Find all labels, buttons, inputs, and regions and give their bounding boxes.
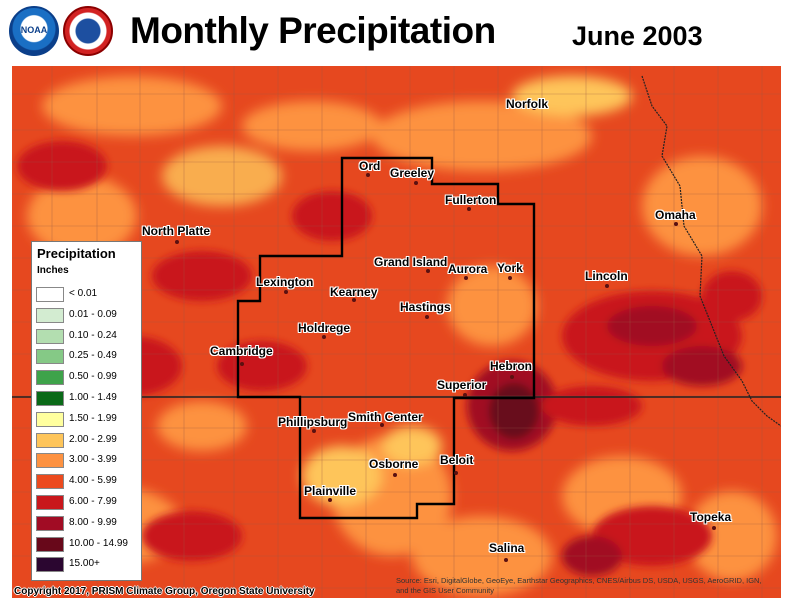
city-label-phillipsburg: Phillipsburg <box>278 415 348 429</box>
city-label-york: York <box>497 261 523 275</box>
city-label-superior: Superior <box>437 378 487 392</box>
legend-label: 0.01 - 0.09 <box>69 308 117 320</box>
city-dot-greeley <box>414 181 418 185</box>
city-dot-aurora <box>464 276 468 280</box>
city-dot-lexington <box>284 290 288 294</box>
legend-label: 0.50 - 0.99 <box>69 371 117 383</box>
legend-label: 8.00 - 9.99 <box>69 516 117 528</box>
legend-swatch <box>36 370 64 386</box>
city-label-hebron: Hebron <box>490 359 532 373</box>
city-label-salina: Salina <box>489 541 525 555</box>
city-dot-york <box>508 276 512 280</box>
legend-label: 1.00 - 1.49 <box>69 392 117 403</box>
nws-logo <box>63 6 113 56</box>
map-date: June 2003 <box>572 21 703 51</box>
legend-swatch <box>36 432 64 448</box>
legend-swatch <box>36 349 64 365</box>
legend-units: Inches <box>37 265 69 276</box>
noaa-logo: NOAA <box>9 6 59 56</box>
city-label-greeley: Greeley <box>390 166 435 180</box>
city-dot-ord <box>366 173 370 177</box>
city-dot-plainville <box>328 498 332 502</box>
city-dot-hebron <box>510 375 514 379</box>
city-label-fullerton: Fullerton <box>445 193 497 207</box>
legend-label: 10.00 - 14.99 <box>69 537 128 549</box>
legend-label: 1.50 - 1.99 <box>69 412 117 424</box>
legend-label: 15.00+ <box>69 558 100 570</box>
map-header: NOAA Monthly Precipitation June 2003 <box>0 0 792 66</box>
map-legend: Precipitation Inches < 0.01 0.01 - 0.09 0.… <box>31 241 142 581</box>
city-label-osborne: Osborne <box>369 457 419 471</box>
city-dot-superior <box>463 393 467 397</box>
legend-swatch <box>36 411 64 427</box>
legend-swatch <box>36 474 64 490</box>
city-label-plainville: Plainville <box>304 484 357 498</box>
city-label-holdrege: Holdrege <box>298 321 351 335</box>
city-label-kearney: Kearney <box>330 285 378 299</box>
legend-label: 3.00 - 3.99 <box>69 454 117 466</box>
legend-swatch <box>36 307 64 323</box>
legend-swatch <box>36 328 64 344</box>
city-dot-lincoln <box>605 284 609 288</box>
city-dot-kearney <box>352 298 356 302</box>
city-dot-phillipsburg <box>312 429 316 433</box>
legend-label: 4.00 - 5.99 <box>69 475 117 487</box>
city-label-omaha: Omaha <box>655 208 696 222</box>
city-dot-fullerton <box>467 207 471 211</box>
noaa-logo-text: NOAA <box>20 25 48 35</box>
precipitation-raster <box>12 66 781 598</box>
city-dot-beloit <box>454 471 458 475</box>
legend-label: 6.00 - 7.99 <box>69 496 117 507</box>
city-label-beloit: Beloit <box>440 453 474 467</box>
legend-swatch <box>36 391 64 406</box>
city-dot-hastings <box>425 315 429 319</box>
missouri-river <box>641 75 781 427</box>
city-label-topeka: Topeka <box>690 510 732 524</box>
legend-swatch <box>36 453 64 469</box>
legend-label: 0.10 - 0.24 <box>69 329 117 341</box>
legend-swatch <box>36 287 64 302</box>
legend-swatch <box>36 536 64 552</box>
wfo-boundary <box>236 156 536 520</box>
city-dot-osborne <box>393 473 397 477</box>
precipitation-map: Norfolk Ord Greeley Fullerton North Plat… <box>12 66 781 598</box>
city-dot-north-platte <box>175 240 179 244</box>
city-dot-grand-island <box>426 269 430 273</box>
legend-label: 2.00 - 2.99 <box>69 433 117 445</box>
city-label-lincoln: Lincoln <box>585 269 628 283</box>
legend-swatch <box>36 515 64 531</box>
city-dot-cambridge <box>240 362 244 366</box>
city-dot-salina <box>504 558 508 562</box>
imagery-credits: Source: Esri, DigitalGlobe, GeoEye, Eart… <box>396 576 762 595</box>
copyright-notice: Copyright 2017, PRISM Climate Group, Ore… <box>14 586 315 597</box>
city-dot-omaha <box>674 222 678 226</box>
city-label-smith-center: Smith Center <box>348 410 423 424</box>
legend-label: 0.25 - 0.49 <box>69 350 117 362</box>
city-label-grand-island: Grand Island <box>374 255 448 269</box>
city-label-hastings: Hastings <box>400 300 451 314</box>
city-dot-holdrege <box>322 335 326 339</box>
city-label-lexington: Lexington <box>256 275 314 289</box>
city-label-aurora: Aurora <box>448 262 488 276</box>
legend-swatch <box>36 495 64 510</box>
map-title: Monthly Precipitation <box>130 10 496 51</box>
city-dot-norfolk <box>532 106 536 110</box>
legend-title: Precipitation <box>37 246 116 261</box>
legend-swatch <box>36 557 64 573</box>
city-dot-smith-center <box>380 423 384 427</box>
city-label-north-platte: North Platte <box>142 224 211 238</box>
city-label-ord: Ord <box>359 159 381 173</box>
legend-label: < 0.01 <box>69 288 98 299</box>
city-dot-topeka <box>712 526 716 530</box>
city-label-norfolk: Norfolk <box>506 97 548 111</box>
city-label-cambridge: Cambridge <box>210 344 273 358</box>
